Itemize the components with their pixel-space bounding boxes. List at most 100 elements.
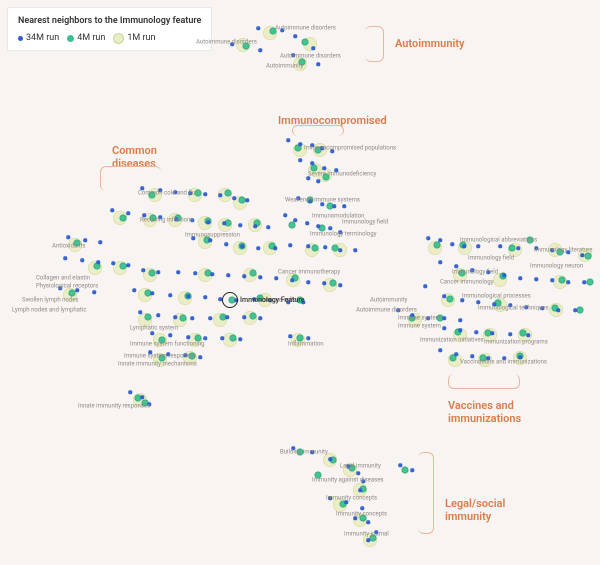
point-label: Lymph nodes and lymphatic — [12, 307, 87, 314]
point-34m — [168, 333, 172, 337]
point-34m — [293, 218, 297, 222]
point-4m — [447, 296, 454, 303]
point-34m — [190, 316, 194, 320]
point-34m — [63, 256, 67, 260]
legend-swatch-4m: 4M run — [67, 33, 105, 43]
point-4m — [527, 237, 534, 244]
point-34m — [238, 223, 242, 227]
point-34m — [490, 331, 494, 335]
point-34m — [242, 315, 246, 319]
point-34m — [173, 315, 177, 319]
point-34m — [142, 213, 146, 217]
point-4m — [225, 190, 232, 197]
point-34m — [186, 294, 190, 298]
point-34m — [110, 208, 114, 212]
point-4m — [297, 449, 304, 456]
point-34m — [126, 211, 130, 215]
point-label: Collagen and elastin — [36, 275, 90, 282]
point-34m — [156, 270, 160, 274]
point-34m — [332, 204, 336, 208]
point-4m — [243, 43, 250, 50]
point-4m — [315, 472, 322, 479]
point-34m — [274, 276, 278, 280]
point-34m — [191, 236, 195, 240]
point-34m — [245, 198, 249, 202]
point-34m — [322, 166, 326, 170]
point-34m — [310, 450, 314, 454]
point-4m — [150, 215, 157, 222]
point-34m — [550, 248, 554, 252]
legend-row: 34M run 4M run 1M run — [18, 33, 201, 44]
point-4m — [370, 535, 377, 542]
point-4m — [434, 242, 441, 249]
point-34m — [328, 457, 332, 461]
point-34m — [462, 244, 466, 248]
point-34m — [486, 356, 490, 360]
point-34m — [138, 310, 142, 314]
point-34m — [410, 313, 414, 317]
point-34m — [176, 270, 180, 274]
point-34m — [225, 315, 229, 319]
point-label: Immunomodulation — [312, 213, 364, 220]
legend-label: 1M run — [127, 33, 155, 43]
point-34m — [288, 243, 292, 247]
point-34m — [338, 248, 342, 252]
cluster-label-autoimmunity: Autoimmunity — [395, 38, 464, 51]
point-34m — [266, 225, 270, 229]
point-34m — [492, 302, 496, 306]
point-34m — [322, 281, 326, 285]
point-4m — [311, 165, 318, 172]
legend-label: 4M run — [77, 33, 105, 43]
point-34m — [166, 352, 170, 356]
point-34m — [66, 235, 70, 239]
point-34m — [550, 278, 554, 282]
point-34m — [83, 238, 87, 242]
point-34m — [240, 244, 244, 248]
point-34m — [306, 280, 310, 284]
point-34m — [526, 333, 530, 337]
point-34m — [305, 221, 309, 225]
point-34m — [283, 213, 287, 217]
point-34m — [438, 348, 442, 352]
point-34m — [183, 353, 187, 357]
point-34m — [344, 500, 348, 504]
point-34m — [573, 308, 577, 312]
legend-dot-icon — [113, 33, 124, 44]
point-34m — [58, 286, 62, 290]
point-34m — [360, 506, 364, 510]
point-4m — [145, 314, 152, 321]
point-34m — [230, 42, 234, 46]
point-34m — [286, 138, 290, 142]
point-34m — [580, 253, 584, 257]
point-34m — [168, 293, 172, 297]
point-34m — [203, 295, 207, 299]
point-34m — [210, 272, 214, 276]
point-label: Immunology neuron — [530, 263, 583, 270]
point-34m — [476, 300, 480, 304]
point-34m — [306, 336, 310, 340]
point-label: Immunization initiatives — [420, 337, 484, 344]
point-34m — [470, 268, 474, 272]
point-34m — [334, 168, 338, 172]
point-4m — [230, 335, 237, 342]
point-34m — [338, 283, 342, 287]
point-34m — [566, 250, 570, 254]
point-34m — [556, 308, 560, 312]
point-34m — [518, 276, 522, 280]
point-34m — [158, 215, 162, 219]
point-34m — [361, 479, 365, 483]
point-34m — [280, 28, 284, 32]
point-label: Autoimmune disorders — [356, 307, 417, 314]
center-feature-marker — [222, 292, 238, 308]
point-34m — [310, 161, 314, 165]
cluster-bracket-immunocomp — [292, 125, 344, 136]
point-34m — [306, 244, 310, 248]
point-34m — [190, 218, 194, 222]
legend-dot-icon — [67, 35, 74, 42]
point-34m — [450, 242, 454, 246]
cluster-bracket-common — [100, 166, 161, 191]
point-34m — [454, 352, 458, 356]
point-4m — [299, 59, 306, 66]
point-label: Building immunity — [280, 449, 328, 456]
point-34m — [398, 463, 402, 467]
